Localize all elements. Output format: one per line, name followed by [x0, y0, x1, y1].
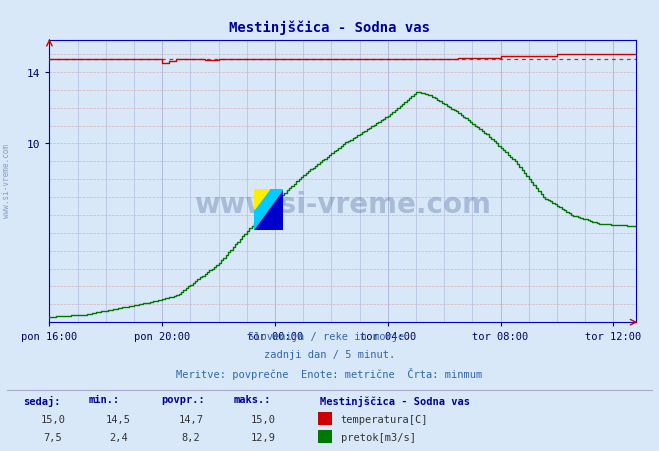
Text: Slovenija / reke in morje.: Slovenija / reke in morje.: [248, 331, 411, 341]
Text: Mestinjščica - Sodna vas: Mestinjščica - Sodna vas: [229, 20, 430, 35]
Text: 15,0: 15,0: [40, 414, 65, 424]
Text: 14,5: 14,5: [106, 414, 131, 424]
Text: zadnji dan / 5 minut.: zadnji dan / 5 minut.: [264, 350, 395, 359]
Polygon shape: [254, 189, 283, 230]
Text: sedaj:: sedaj:: [23, 395, 61, 405]
Text: www.si-vreme.com: www.si-vreme.com: [2, 143, 11, 217]
Text: maks.:: maks.:: [234, 395, 272, 405]
Polygon shape: [254, 189, 283, 230]
Text: www.si-vreme.com: www.si-vreme.com: [194, 190, 491, 218]
Text: min.:: min.:: [89, 395, 120, 405]
Text: 2,4: 2,4: [109, 432, 128, 442]
Text: 12,9: 12,9: [251, 432, 276, 442]
Text: 8,2: 8,2: [182, 432, 200, 442]
Text: temperatura[C]: temperatura[C]: [341, 414, 428, 424]
Text: 14,7: 14,7: [179, 414, 204, 424]
Text: 15,0: 15,0: [251, 414, 276, 424]
Text: pretok[m3/s]: pretok[m3/s]: [341, 432, 416, 442]
Text: 7,5: 7,5: [43, 432, 62, 442]
Text: povpr.:: povpr.:: [161, 395, 205, 405]
Text: Meritve: povprečne  Enote: metrične  Črta: minmum: Meritve: povprečne Enote: metrične Črta:…: [177, 368, 482, 380]
Polygon shape: [254, 189, 269, 210]
Text: Mestinjščica - Sodna vas: Mestinjščica - Sodna vas: [320, 395, 470, 405]
